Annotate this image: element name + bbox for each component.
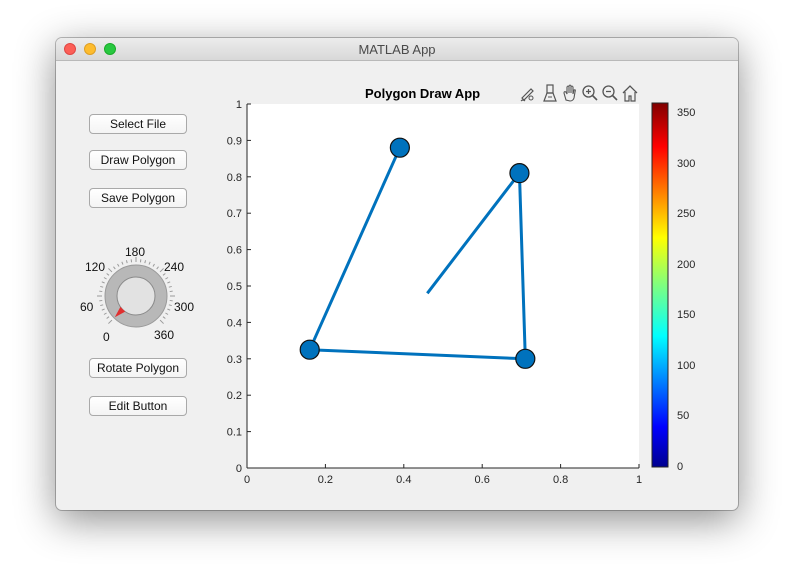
plot-background	[247, 104, 639, 468]
colorbar-tick-label: 300	[677, 157, 696, 170]
x-tick-label: 0.8	[553, 474, 568, 486]
axes-title: Polygon Draw App	[365, 86, 481, 101]
y-tick-label: 0.4	[227, 317, 242, 329]
y-tick-label: 1	[236, 99, 242, 111]
knob-tick	[101, 281, 105, 284]
knob-tick	[159, 319, 164, 324]
window-title: MATLAB App	[358, 42, 436, 57]
knob-tick	[125, 260, 128, 264]
colorbar-tick-label: 100	[677, 359, 696, 372]
polygon-vertex-handle[interactable]	[299, 339, 320, 360]
knob-tick	[100, 285, 104, 288]
knob-tick	[148, 261, 151, 265]
polygon-vertex-handle[interactable]	[389, 137, 410, 158]
x-tick-label: 0.4	[396, 474, 411, 486]
y-tick-label: 0.8	[227, 172, 242, 184]
rotation-knob[interactable]	[96, 256, 176, 336]
knob-tick	[106, 273, 110, 276]
knob-label-0: 0	[103, 330, 110, 344]
knob-tick	[117, 263, 120, 267]
edit-button[interactable]: Edit Button	[89, 396, 187, 416]
pan-hand-icon[interactable]	[561, 83, 579, 103]
knob-cap[interactable]	[116, 276, 156, 316]
knob-tick	[162, 273, 166, 276]
knob-tick	[113, 266, 116, 270]
knob-label-240: 240	[164, 260, 185, 274]
knob-tick	[168, 285, 172, 288]
knob-label-120: 120	[85, 260, 106, 274]
knob-tick	[165, 277, 169, 280]
knob-pointer	[114, 306, 126, 318]
knob-tick	[165, 312, 169, 315]
matlab-app-window: MATLAB App Select File Draw Polygon Save…	[56, 38, 738, 510]
colorbar-tick-label: 200	[677, 258, 696, 271]
colorbar-tick-label: 250	[677, 208, 696, 221]
home-icon[interactable]	[621, 83, 639, 103]
select-file-button[interactable]: Select File	[89, 114, 187, 134]
y-tick-label: 0.6	[227, 245, 242, 257]
knob-tick	[167, 308, 171, 311]
y-tick-label: 0.5	[227, 281, 242, 293]
polygon-vertex-handle[interactable]	[515, 348, 536, 369]
zoom-out-icon[interactable]	[601, 83, 619, 103]
knob-label-300: 300	[174, 300, 195, 314]
knob-tick	[106, 316, 110, 319]
axes-toolbar	[519, 83, 641, 105]
knob-tick	[152, 263, 155, 267]
y-tick-label: 0.7	[227, 208, 242, 220]
rotate-polygon-button[interactable]: Rotate Polygon	[89, 358, 187, 378]
close-window-button[interactable]	[64, 43, 76, 55]
minimize-window-button[interactable]	[84, 43, 96, 55]
data-tip-icon[interactable]	[541, 83, 559, 103]
colorbar-tick-label: 0	[677, 461, 684, 473]
x-tick-label: 0	[244, 474, 250, 486]
knob-tick	[159, 268, 164, 273]
knob-tick	[108, 268, 113, 273]
knob-tick	[167, 281, 171, 284]
draw-polygon-button[interactable]: Draw Polygon	[89, 150, 187, 170]
knob-label-360: 360	[154, 328, 175, 342]
polygon-vertex-handle[interactable]	[509, 163, 530, 184]
colorbar-tick-label: 150	[677, 309, 696, 322]
y-tick-label: 0.9	[227, 135, 242, 147]
brush-icon[interactable]	[519, 83, 537, 103]
knob-label-60: 60	[80, 300, 94, 314]
knob-tick	[103, 277, 107, 280]
colorbar-tick-label: 50	[677, 410, 690, 423]
y-tick-label: 0.2	[227, 390, 242, 402]
y-tick-label: 0.3	[227, 354, 242, 366]
knob-tick	[144, 260, 147, 264]
y-tick-label: 0	[236, 463, 242, 475]
x-tick-label: 0.2	[318, 474, 333, 486]
knob-tick	[103, 312, 107, 315]
knob-label-180: 180	[125, 245, 146, 259]
polygon-plot-axes[interactable]: 0 0.2 0.4 0.6 0.8 1 0 0.1 0.2 0.3 0.4 0.5 0.6 0.7 0.8 0…	[216, 94, 646, 494]
knob-tick	[121, 261, 124, 265]
maximize-window-button[interactable]	[104, 43, 116, 55]
colorbar-tick-label: 350	[677, 107, 696, 120]
knob-tick	[162, 316, 166, 319]
save-polygon-button[interactable]: Save Polygon	[89, 188, 187, 208]
knob-tick	[101, 308, 105, 311]
knob-tick	[168, 304, 172, 307]
y-tick-label: 0.1	[227, 427, 242, 439]
knob-tick	[108, 319, 113, 324]
colorbar	[651, 102, 669, 468]
knob-tick	[100, 304, 104, 307]
zoom-in-icon[interactable]	[581, 83, 599, 103]
x-tick-label: 0.6	[475, 474, 490, 486]
knob-tick	[156, 266, 159, 270]
title-bar: MATLAB App	[56, 38, 738, 61]
x-tick-label: 1	[636, 474, 642, 486]
